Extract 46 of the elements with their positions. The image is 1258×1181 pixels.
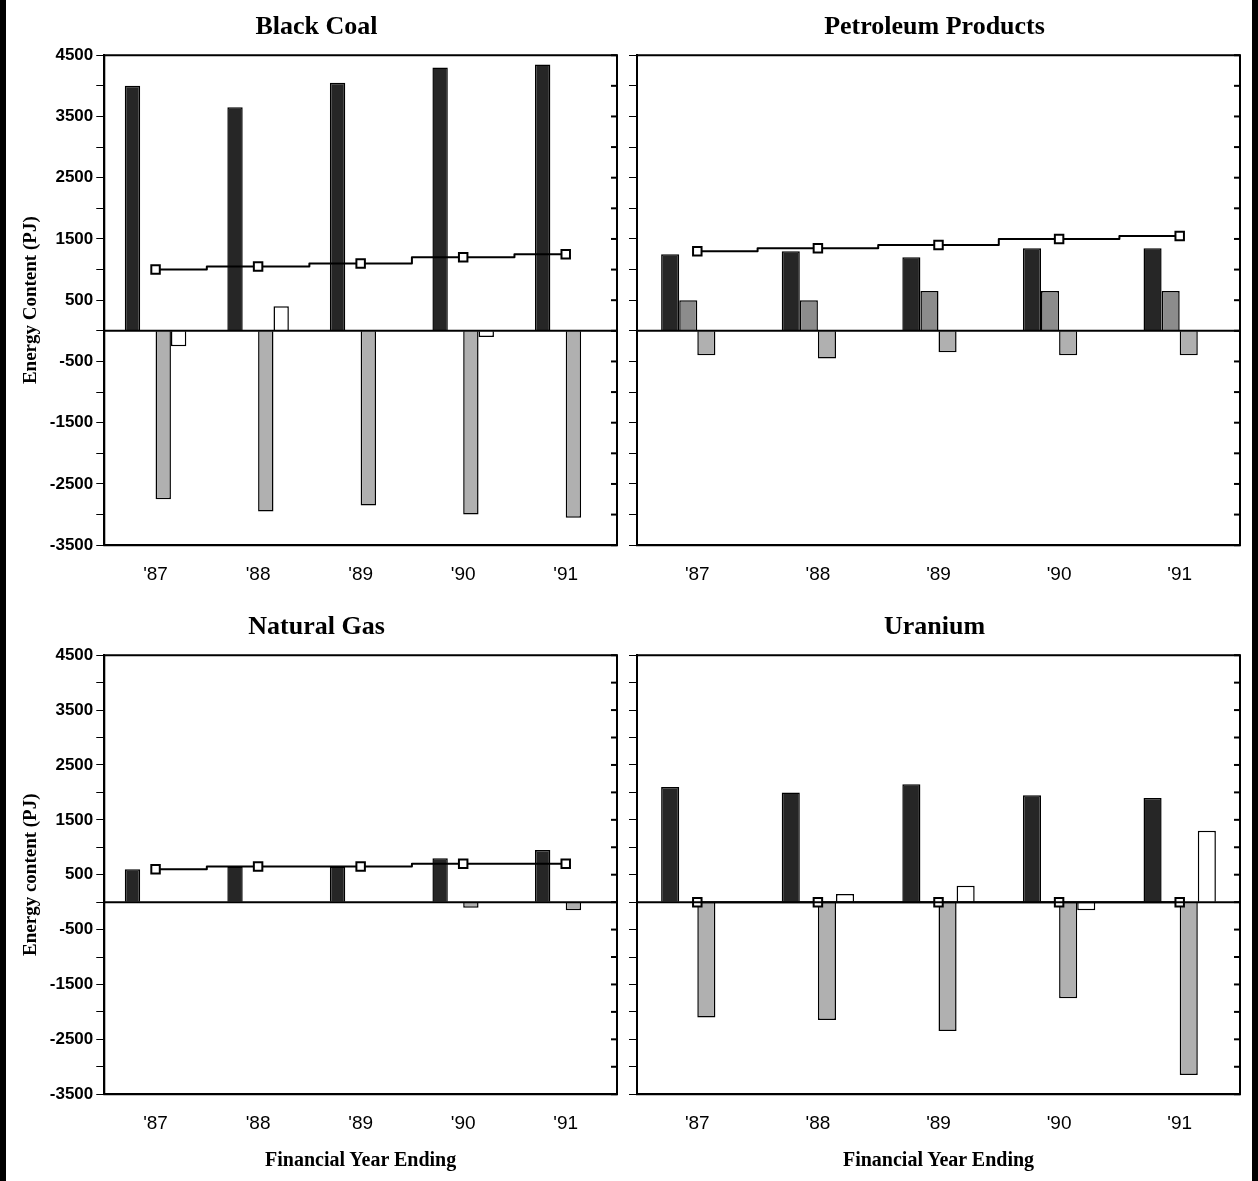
x-tick-label: '88	[245, 1111, 271, 1133]
y-axis-title: Energy Content (PJ)	[19, 216, 42, 385]
x-tick-label: '88	[805, 1111, 831, 1133]
chart-title: Black Coal	[255, 11, 378, 41]
x-tick-label: '90	[450, 1111, 476, 1133]
y-tick-label: 2500	[55, 754, 94, 774]
x-axis-title: Financial Year Ending	[265, 1148, 457, 1172]
x-tick-label: '87	[143, 1111, 168, 1133]
chart-title: Petroleum Products	[824, 11, 1045, 41]
x-tick-label: '87	[684, 562, 710, 584]
x-tick-label: '89	[926, 562, 951, 584]
y-tick-label: -2500	[49, 1029, 94, 1049]
x-tick-label: '91	[553, 562, 579, 584]
y-axis-title: Energy content (PJ)	[19, 793, 42, 956]
x-tick-label: '88	[805, 562, 831, 584]
x-axis-title: Financial Year Ending	[842, 1148, 1035, 1172]
x-tick-label: '90	[1046, 562, 1072, 584]
x-tick-label: '91	[1167, 562, 1193, 584]
y-tick-label: 3500	[55, 699, 94, 719]
y-tick-label: -3500	[49, 1083, 94, 1103]
y-tick-label: 2500	[55, 167, 94, 187]
y-tick-label: -1500	[49, 412, 94, 432]
y-tick-label: -500	[59, 351, 94, 371]
y-tick-label: -1500	[49, 974, 94, 994]
x-tick-label: '87	[684, 1111, 710, 1133]
x-tick-label: '91	[1167, 1111, 1193, 1133]
x-tick-label: '91	[553, 1111, 579, 1133]
y-tick-label: 4500	[55, 44, 94, 64]
x-tick-label: '87	[143, 562, 168, 584]
chart-title: Natural Gas	[248, 611, 385, 641]
x-tick-label: '90	[450, 562, 476, 584]
x-tick-label: '90	[1046, 1111, 1072, 1133]
y-tick-label: 3500	[55, 106, 94, 126]
y-tick-label: 4500	[55, 644, 94, 664]
y-tick-label: 500	[64, 289, 94, 309]
y-tick-label: -500	[59, 919, 94, 939]
y-tick-label: 1500	[55, 228, 94, 248]
y-tick-label: 1500	[55, 809, 94, 829]
x-tick-label: '89	[348, 562, 374, 584]
y-tick-label: -2500	[49, 473, 94, 493]
x-tick-label: '89	[926, 1111, 951, 1133]
x-tick-label: '89	[348, 1111, 374, 1133]
chart-title: Uranium	[883, 611, 986, 641]
x-tick-label: '88	[245, 562, 271, 584]
y-tick-label: -3500	[49, 534, 94, 554]
y-tick-label: 500	[64, 864, 94, 884]
